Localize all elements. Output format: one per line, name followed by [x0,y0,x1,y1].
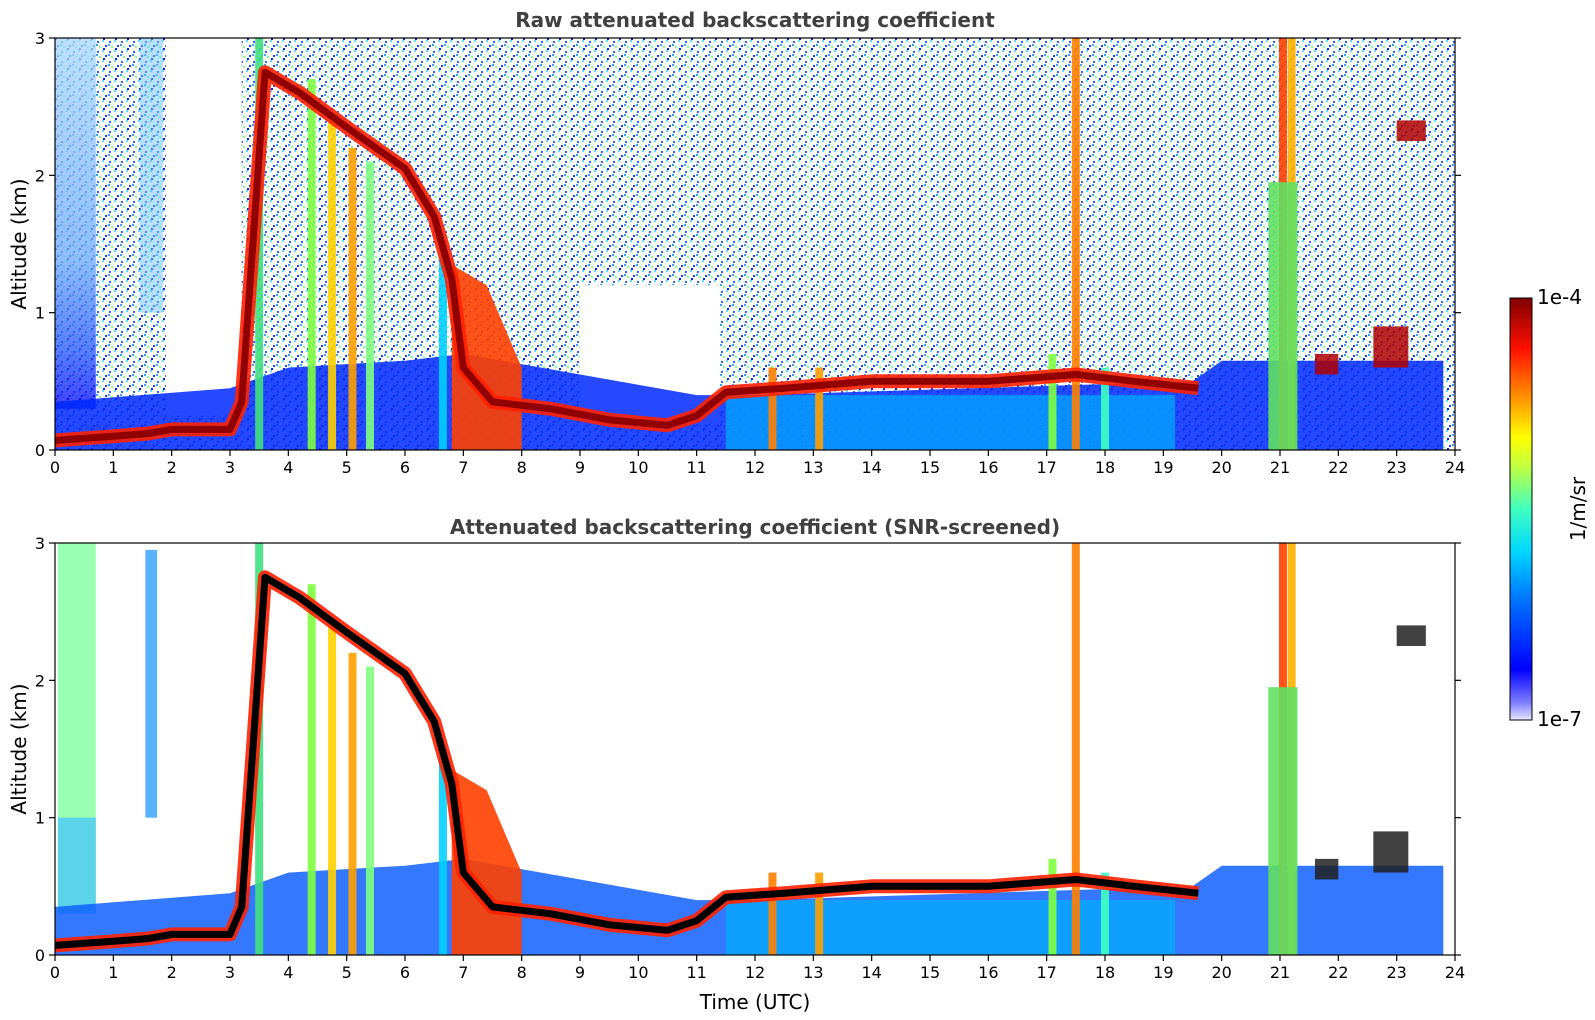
y-tick-label: 1 [35,304,45,323]
panel-1: 0 1 2 3 4 5 6 7 8 9 10 11 12 13 14 15 16 17 18 19 20 21 22 23 24… [7,8,1465,477]
panel-title: Attenuated backscattering coefficient (S… [450,515,1060,539]
panel-2: 0 1 2 3 4 5 6 7 8 9 10 11 12 13 14 15 16 17 18 19 20 21 22 23 24… [7,515,1465,1014]
x-tick-label: 21 [1270,963,1290,982]
x-tick-label: 23 [1386,458,1406,477]
x-tick-label: 2 [167,963,177,982]
colorbar-unit-label: 1/m/sr [1566,476,1590,541]
y-tick-label: 0 [35,441,45,460]
y-tick-label: 0 [35,946,45,965]
colorbar-max-label: 1e-4 [1537,285,1582,309]
x-tick-label: 2 [167,458,177,477]
x-tick-label: 1 [108,458,118,477]
x-tick-label: 23 [1386,963,1406,982]
x-tick-label: 24 [1445,963,1465,982]
y-axis-label: Altitude (km) [7,683,31,814]
x-tick-label: 21 [1270,458,1290,477]
heatmap-image [55,38,1455,450]
x-tick-label: 16 [978,963,998,982]
x-tick-label: 0 [50,458,60,477]
x-tick-label: 17 [1036,963,1056,982]
x-tick-label: 11 [686,458,706,477]
y-tick-label: 1 [35,809,45,828]
x-tick-label: 14 [861,458,881,477]
x-tick-label: 22 [1328,458,1348,477]
x-tick-label: 12 [745,963,765,982]
heatmap-image [55,543,1455,955]
x-tick-label: 6 [400,963,410,982]
x-tick-label: 1 [108,963,118,982]
x-tick-label: 19 [1153,963,1173,982]
x-tick-label: 4 [283,458,293,477]
x-tick-label: 10 [628,963,648,982]
colorbar: 1e-4 1e-7 1/m/sr [1509,285,1590,731]
x-tick-label: 13 [803,963,823,982]
x-tick-label: 24 [1445,458,1465,477]
cloud-layer [55,68,1199,444]
x-tick-label: 12 [745,458,765,477]
y-tick-label: 3 [35,29,45,48]
colorbar-min-label: 1e-7 [1537,707,1582,731]
x-tick-label: 9 [575,963,585,982]
x-tick-label: 5 [342,963,352,982]
x-tick-label: 13 [803,458,823,477]
x-tick-label: 19 [1153,458,1173,477]
panel-title: Raw attenuated backscattering coefficien… [515,8,995,32]
colorbar-gradient [1509,297,1533,721]
x-tick-label: 20 [1211,458,1231,477]
y-tick-label: 2 [35,166,45,185]
x-tick-label: 18 [1095,458,1115,477]
y-tick-label: 2 [35,671,45,690]
x-tick-label: 6 [400,458,410,477]
x-tick-label: 20 [1211,963,1231,982]
cloud-layer [55,573,1199,949]
x-axis-label: Time (UTC) [699,990,811,1014]
x-tick-label: 0 [50,963,60,982]
x-tick-label: 15 [920,458,940,477]
x-tick-label: 17 [1036,458,1056,477]
x-tick-label: 10 [628,458,648,477]
x-tick-label: 5 [342,458,352,477]
x-tick-label: 22 [1328,963,1348,982]
x-tick-label: 3 [225,963,235,982]
x-tick-label: 14 [861,963,881,982]
x-tick-label: 11 [686,963,706,982]
x-tick-label: 4 [283,963,293,982]
x-tick-label: 7 [458,963,468,982]
x-tick-label: 8 [517,458,527,477]
x-tick-label: 3 [225,458,235,477]
y-tick-label: 3 [35,534,45,553]
x-tick-label: 7 [458,458,468,477]
x-tick-label: 15 [920,963,940,982]
y-axis-label: Altitude (km) [7,178,31,309]
x-tick-label: 18 [1095,963,1115,982]
x-tick-label: 9 [575,458,585,477]
x-tick-label: 16 [978,458,998,477]
x-tick-label: 8 [517,963,527,982]
